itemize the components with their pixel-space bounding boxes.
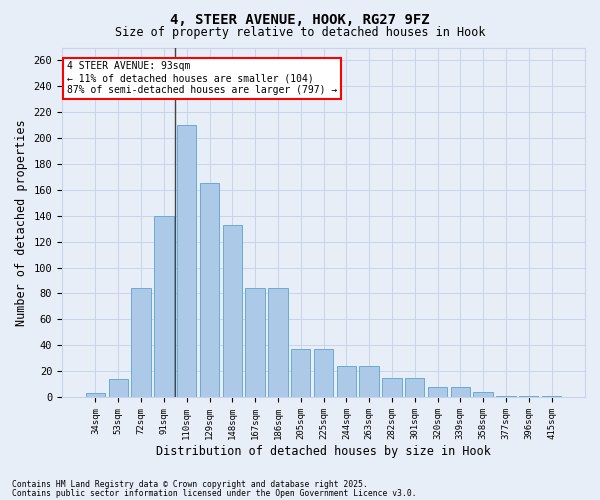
Y-axis label: Number of detached properties: Number of detached properties xyxy=(15,119,28,326)
Bar xyxy=(223,225,242,397)
Text: Contains HM Land Registry data © Crown copyright and database right 2025.: Contains HM Land Registry data © Crown c… xyxy=(12,480,368,489)
Bar xyxy=(314,349,333,397)
Bar xyxy=(496,396,515,397)
Bar xyxy=(200,184,219,397)
X-axis label: Distribution of detached houses by size in Hook: Distribution of detached houses by size … xyxy=(156,444,491,458)
Bar xyxy=(177,125,196,397)
Bar xyxy=(291,349,310,397)
Text: Contains public sector information licensed under the Open Government Licence v3: Contains public sector information licen… xyxy=(12,488,416,498)
Bar xyxy=(245,288,265,397)
Bar xyxy=(359,366,379,397)
Bar xyxy=(382,378,401,397)
Bar xyxy=(451,386,470,397)
Bar xyxy=(109,379,128,397)
Bar xyxy=(405,378,424,397)
Bar xyxy=(428,386,447,397)
Bar xyxy=(337,366,356,397)
Bar xyxy=(86,393,105,397)
Bar xyxy=(268,288,287,397)
Bar xyxy=(473,392,493,397)
Text: 4 STEER AVENUE: 93sqm
← 11% of detached houses are smaller (104)
87% of semi-det: 4 STEER AVENUE: 93sqm ← 11% of detached … xyxy=(67,62,338,94)
Bar xyxy=(131,288,151,397)
Bar xyxy=(519,396,538,397)
Bar xyxy=(154,216,173,397)
Text: 4, STEER AVENUE, HOOK, RG27 9FZ: 4, STEER AVENUE, HOOK, RG27 9FZ xyxy=(170,12,430,26)
Bar xyxy=(542,396,561,397)
Text: Size of property relative to detached houses in Hook: Size of property relative to detached ho… xyxy=(115,26,485,39)
